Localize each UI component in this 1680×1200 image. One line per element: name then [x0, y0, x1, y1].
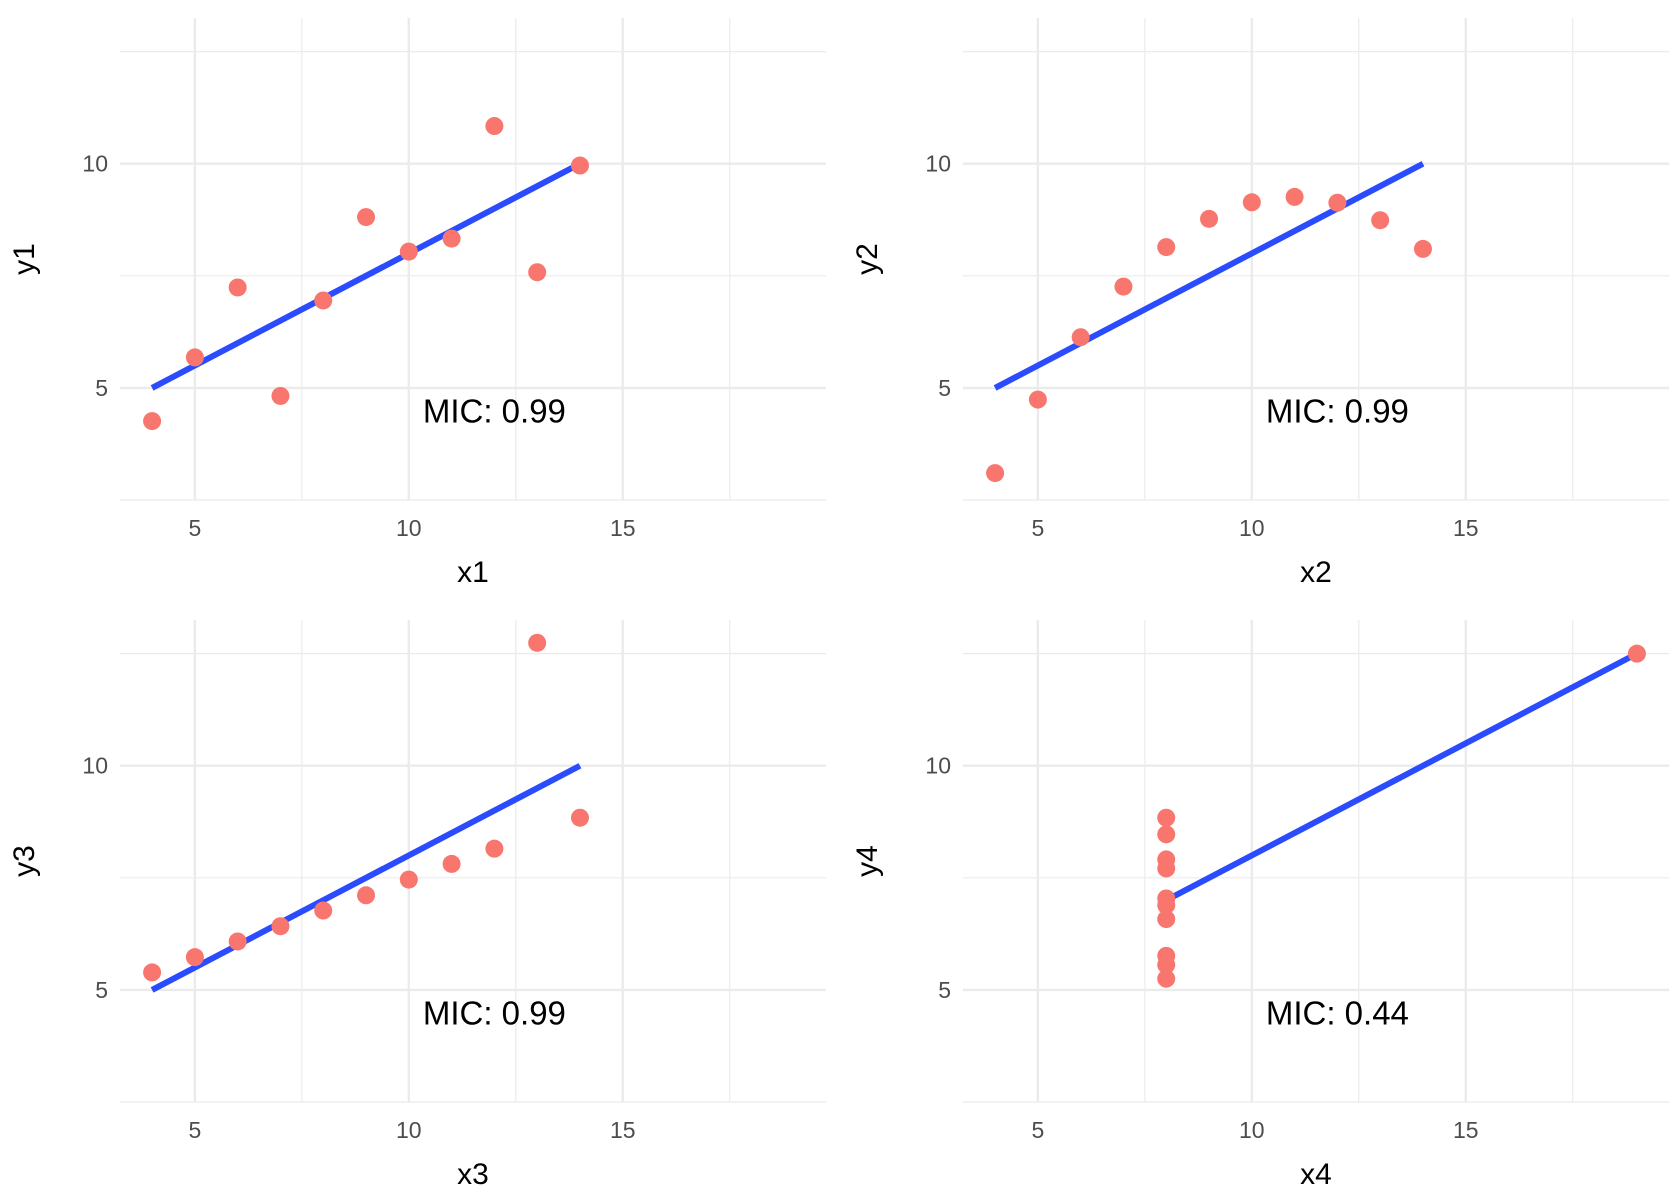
data-point	[442, 229, 461, 248]
y-axis-title: y1	[8, 243, 41, 275]
y-tick-label: 5	[95, 375, 108, 401]
y-tick-label: 5	[938, 977, 951, 1003]
data-point	[143, 963, 162, 982]
y-tick-label: 10	[925, 151, 951, 177]
x-axis-title: x3	[457, 1158, 489, 1191]
data-point	[271, 386, 290, 405]
data-point	[228, 278, 247, 297]
data-point	[1371, 211, 1390, 230]
data-point	[399, 242, 418, 261]
mic-annotation: MIC: 0.99	[423, 994, 566, 1031]
data-point	[143, 412, 162, 431]
data-point	[357, 208, 376, 227]
y-axis-title: y4	[851, 845, 884, 877]
data-point	[1242, 193, 1261, 212]
data-point	[1114, 277, 1133, 296]
data-point	[1157, 825, 1176, 844]
data-point	[1413, 239, 1432, 258]
x-tick-label: 5	[1031, 515, 1044, 541]
data-point	[986, 464, 1005, 483]
x-tick-label: 15	[1453, 515, 1479, 541]
panel-2: 5 10 15 5 10 x2 y2 MIC: 0.99	[851, 18, 1669, 589]
data-point	[1157, 969, 1176, 988]
data-point	[485, 839, 504, 858]
data-point	[1200, 209, 1219, 228]
data-point	[1157, 896, 1176, 915]
data-point	[570, 156, 589, 175]
data-point	[1157, 850, 1176, 869]
x-tick-label: 5	[188, 515, 201, 541]
data-point	[1028, 390, 1047, 409]
data-point	[1627, 644, 1646, 663]
y-tick-label: 10	[925, 753, 951, 779]
data-point	[1157, 910, 1176, 929]
grid	[963, 620, 1669, 1103]
data-point	[528, 633, 547, 652]
panel-4: 5 10 15 5 10 x4 y4 MIC: 0.44	[851, 620, 1669, 1191]
data-point	[228, 932, 247, 951]
regression-line	[150, 763, 582, 993]
x-tick-label: 5	[1031, 1117, 1044, 1143]
x-axis-title: x1	[457, 556, 489, 589]
x-tick-label: 15	[610, 515, 636, 541]
data-point	[485, 117, 504, 136]
grid	[963, 18, 1669, 501]
x-tick-label: 10	[1239, 515, 1265, 541]
grid	[120, 18, 826, 501]
data-point	[314, 291, 333, 310]
data-point	[1157, 808, 1176, 827]
y-tick-label: 10	[82, 753, 108, 779]
regression-line	[993, 161, 1425, 391]
data-point	[357, 886, 376, 905]
y-tick-label: 5	[938, 375, 951, 401]
data-point	[271, 917, 290, 936]
y-axis-title: y3	[8, 845, 41, 877]
data-point	[1328, 193, 1347, 212]
grid	[120, 620, 826, 1103]
regression-line	[1164, 650, 1639, 903]
x-axis-title: x4	[1300, 1158, 1332, 1191]
y-tick-label: 10	[82, 151, 108, 177]
regression-line	[150, 161, 582, 391]
panel-3: 5 10 15 5 10 x3 y3 MIC: 0.99	[8, 620, 826, 1191]
panel-1: 5 10 15 5 10 x1 y1 MIC: 0.99	[8, 18, 826, 589]
data-point	[442, 854, 461, 873]
x-tick-label: 10	[396, 515, 422, 541]
mic-annotation: MIC: 0.44	[1266, 994, 1409, 1031]
x-axis-title: x2	[1300, 556, 1332, 589]
data-point	[570, 808, 589, 827]
data-point	[1071, 328, 1090, 347]
mic-annotation: MIC: 0.99	[423, 392, 566, 429]
data-point	[1157, 238, 1176, 257]
x-tick-label: 10	[396, 1117, 422, 1143]
data-point	[1157, 955, 1176, 974]
data-point	[1285, 187, 1304, 206]
y-tick-label: 5	[95, 977, 108, 1003]
data-point	[314, 901, 333, 920]
x-tick-label: 5	[188, 1117, 201, 1143]
data-point	[528, 263, 547, 282]
data-point	[185, 948, 204, 967]
x-tick-label: 10	[1239, 1117, 1265, 1143]
y-axis-title: y2	[851, 243, 884, 275]
x-tick-label: 15	[1453, 1117, 1479, 1143]
x-tick-label: 15	[610, 1117, 636, 1143]
mic-annotation: MIC: 0.99	[1266, 392, 1409, 429]
data-point	[185, 348, 204, 367]
data-point	[399, 870, 418, 889]
